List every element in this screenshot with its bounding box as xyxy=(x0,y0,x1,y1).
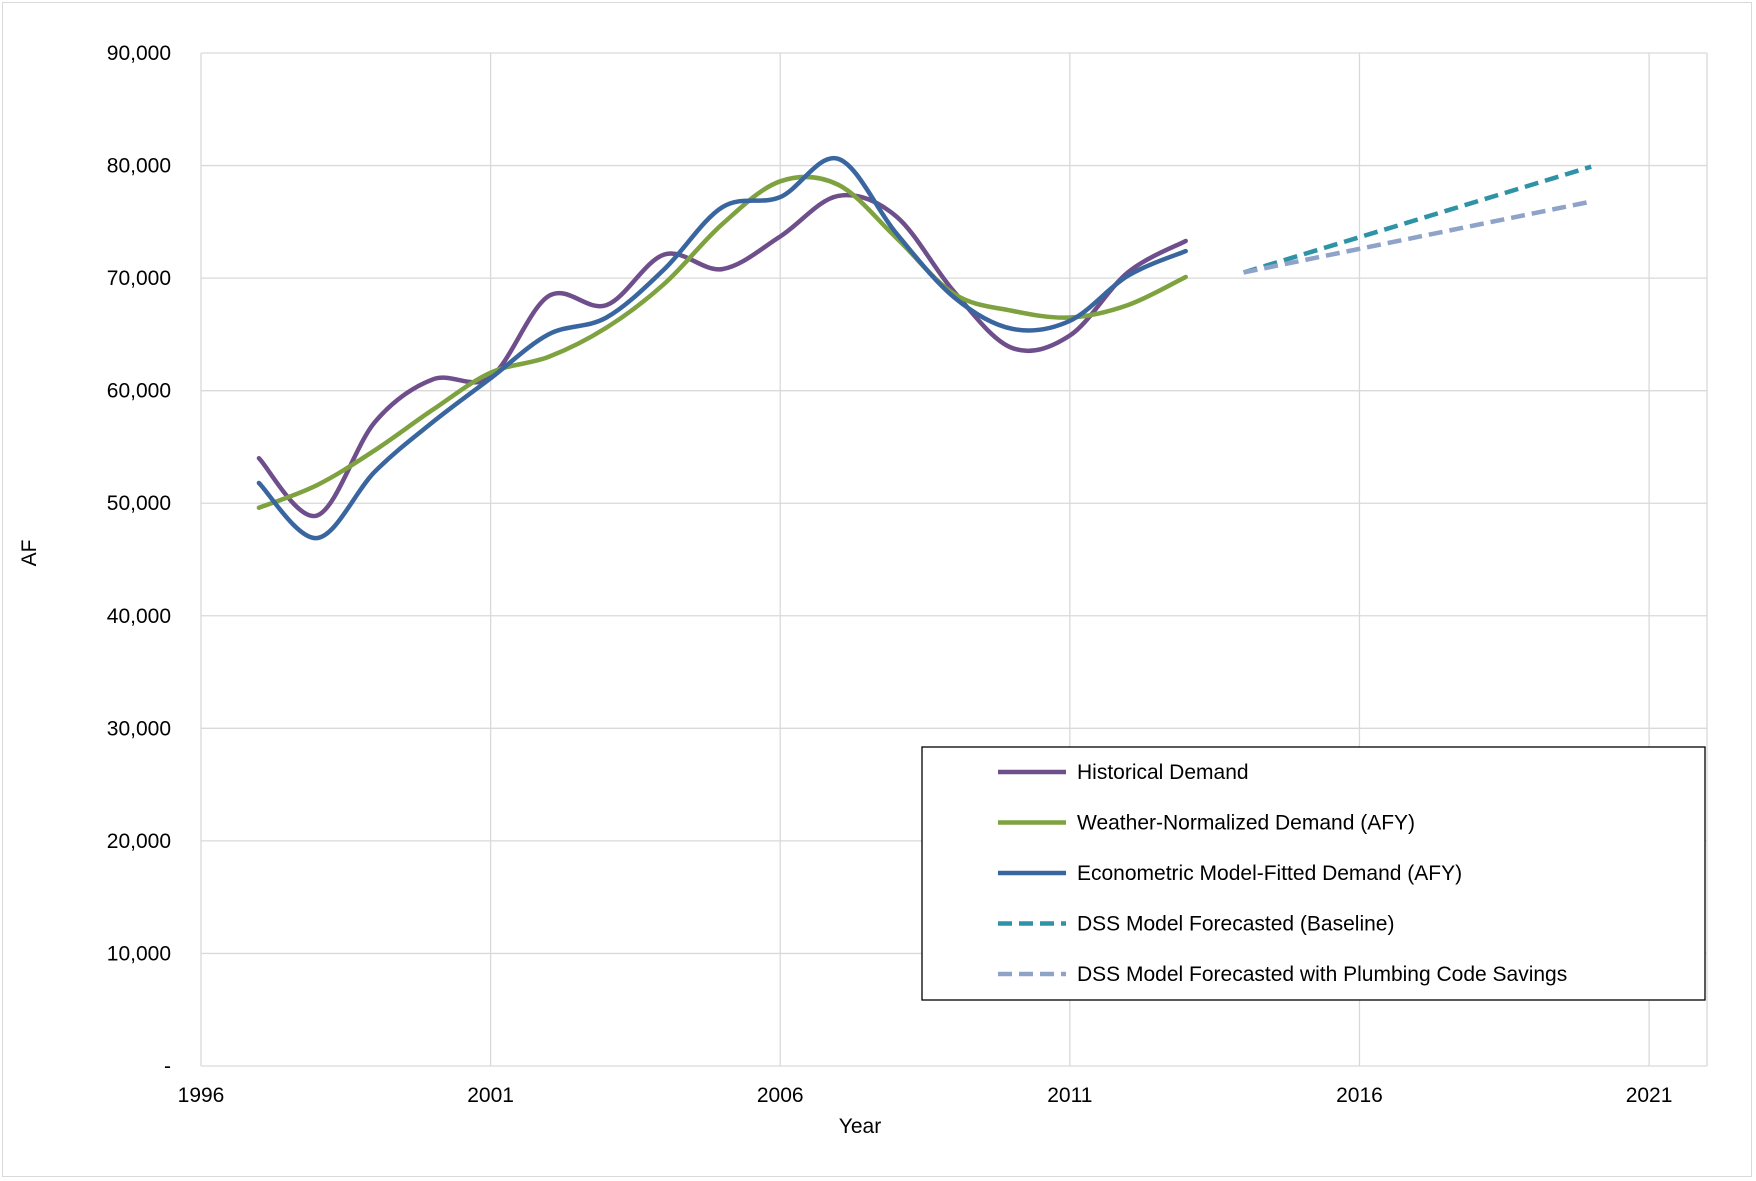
series-line-4 xyxy=(1242,164,1592,275)
gridlines xyxy=(200,52,1708,1066)
legend-items: Historical Demand Weather-Normalized Dema… xyxy=(998,761,1567,986)
y-axis-title: AF xyxy=(18,540,41,567)
series-lines xyxy=(256,155,1592,541)
y-tick-label: - xyxy=(164,1055,171,1078)
y-tick-label: 10,000 xyxy=(107,942,171,965)
series-line-1 xyxy=(256,192,1188,518)
x-tick-label: 2016 xyxy=(1336,1084,1383,1107)
y-tick-label: 80,000 xyxy=(107,155,171,178)
y-tick-label: 70,000 xyxy=(107,267,171,290)
x-axis-title: Year xyxy=(839,1115,881,1138)
y-tick-label: 40,000 xyxy=(107,605,171,628)
x-tick-label: 2006 xyxy=(757,1084,804,1107)
x-tick-label: 2011 xyxy=(1047,1084,1092,1107)
legend-label: Econometric Model-Fitted Demand (AFY) xyxy=(1077,862,1462,885)
series-line-5 xyxy=(1243,199,1592,275)
x-tick-label: 2021 xyxy=(1626,1084,1673,1107)
series-line-3 xyxy=(256,155,1188,541)
x-tick-label: 2001 xyxy=(467,1084,514,1107)
legend-label: DSS Model Forecasted (Baseline) xyxy=(1077,913,1394,936)
x-tick-label: 1996 xyxy=(178,1084,225,1107)
y-tick-label: 30,000 xyxy=(107,717,171,740)
y-tick-label: 60,000 xyxy=(107,380,171,403)
y-tick-label: 50,000 xyxy=(107,492,171,515)
series-line-2 xyxy=(256,174,1188,510)
legend-label: DSS Model Forecasted with Plumbing Code … xyxy=(1077,963,1567,986)
legend-label: Historical Demand xyxy=(1077,761,1249,784)
axes: - 10,000 20,000 30,000 40,000 50,000 60,000 70,… xyxy=(107,42,1707,1107)
legend-label: Weather-Normalized Demand (AFY) xyxy=(1077,812,1415,835)
y-tick-label: 90,000 xyxy=(107,42,171,65)
y-tick-label: 20,000 xyxy=(107,830,171,853)
legend: Historical Demand Weather-Normalized Dema… xyxy=(921,746,1706,1001)
